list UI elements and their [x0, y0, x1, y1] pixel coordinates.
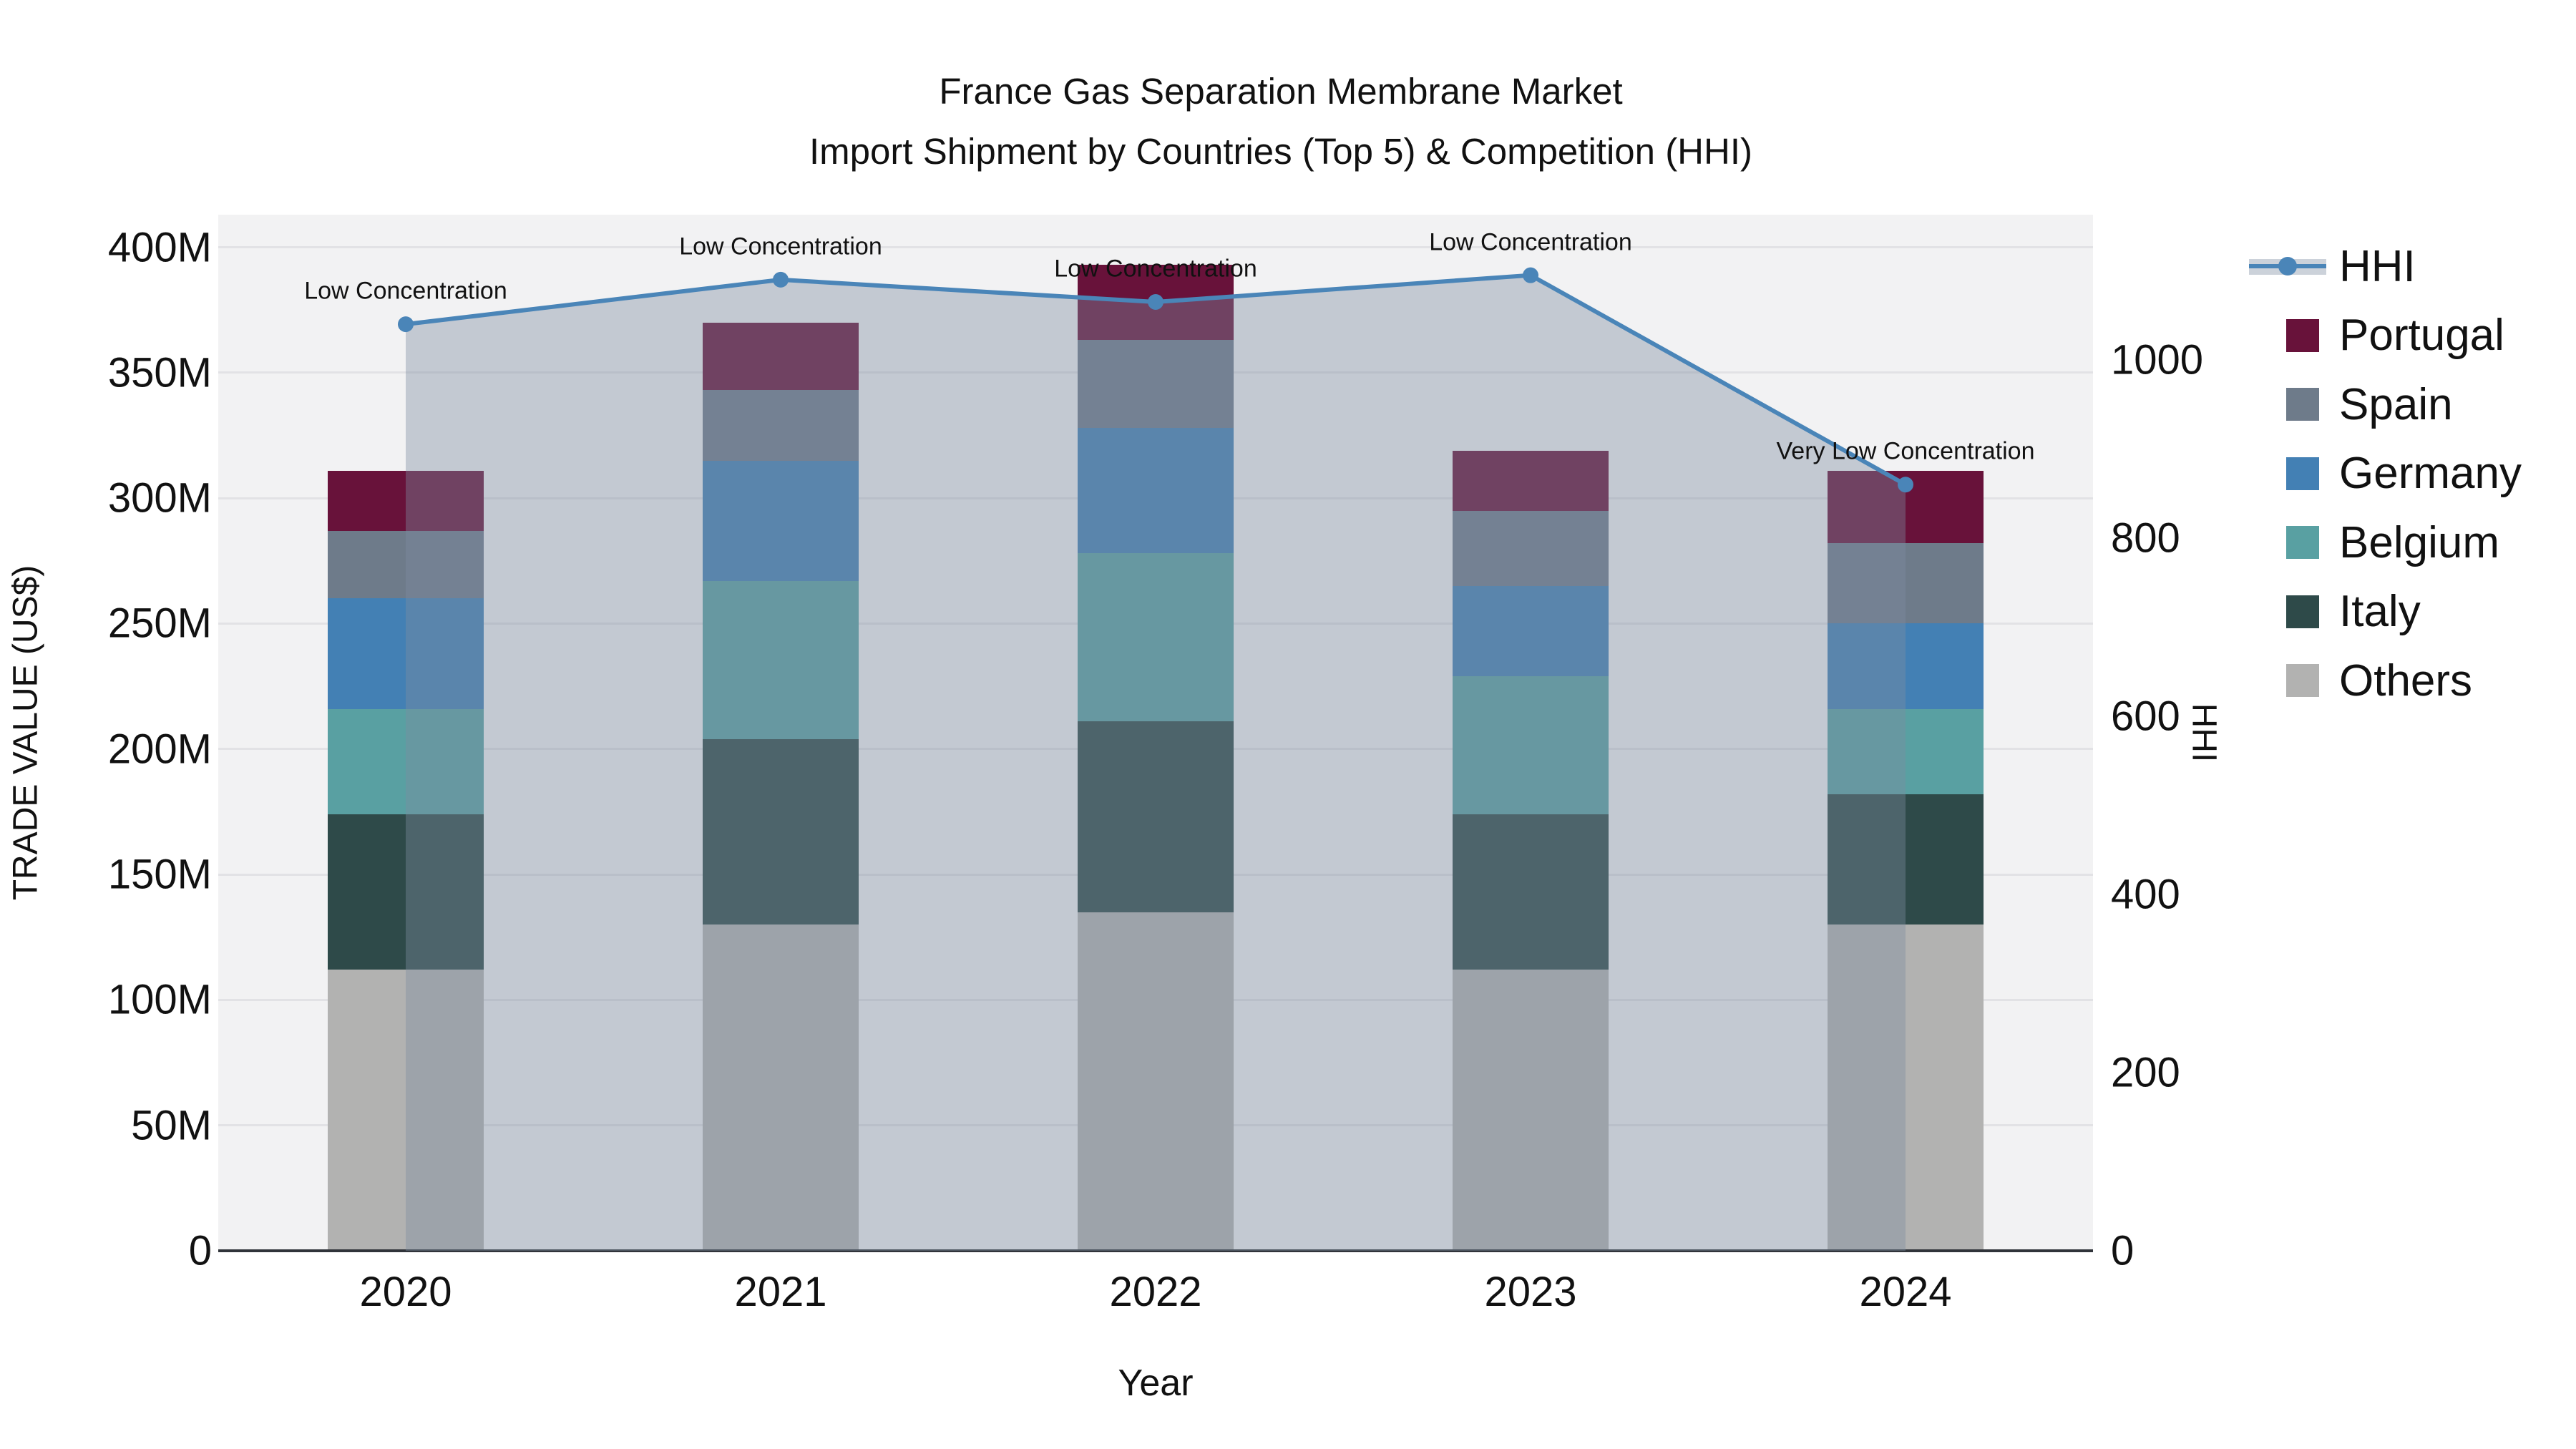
legend-swatch-portugal — [2286, 318, 2319, 352]
bar-segment-others-2023[interactable] — [1453, 970, 1609, 1251]
legend-label-portugal: Portugal — [2339, 311, 2504, 360]
bar-segment-belgium-2021[interactable] — [703, 580, 859, 739]
legend-label-hhi: HHI — [2339, 241, 2416, 291]
bar-segment-others-2024[interactable] — [1828, 924, 1984, 1251]
x-axis-tick-label: 2023 — [1484, 1269, 1577, 1315]
legend-label-germany: Germany — [2339, 449, 2522, 498]
y-axis-tick-label: 50M — [131, 1102, 212, 1149]
bar-segment-italy-2022[interactable] — [1078, 721, 1234, 912]
bar-segment-belgium-2022[interactable] — [1078, 553, 1234, 722]
y-axis-tick-label: 250M — [107, 600, 212, 647]
legend-item-italy[interactable]: Italy — [2286, 577, 2421, 646]
legend-label-italy: Italy — [2339, 587, 2421, 636]
y-axis-tick-label: 350M — [107, 349, 212, 396]
y2-axis-tick-label: 200 — [2111, 1049, 2180, 1096]
y2-axis-tick-label: 1000 — [2111, 336, 2204, 384]
hhi-marker-swatch — [2278, 257, 2297, 275]
bar-segment-italy-2023[interactable] — [1453, 814, 1609, 970]
legend-item-spain[interactable]: Spain — [2286, 370, 2453, 439]
bar-segment-belgium-2023[interactable] — [1453, 676, 1609, 814]
x-axis-line — [218, 1249, 2093, 1252]
bar-segment-belgium-2020[interactable] — [328, 708, 484, 814]
x-axis-tick-label: 2020 — [359, 1269, 452, 1315]
y2-axis-tick-label: 0 — [2111, 1227, 2135, 1274]
legend-label-belgium: Belgium — [2339, 517, 2499, 567]
bar-segment-spain-2023[interactable] — [1453, 510, 1609, 586]
bar-segment-belgium-2024[interactable] — [1828, 708, 1984, 794]
bar-segment-italy-2020[interactable] — [328, 814, 484, 970]
annotation-2024: Very Low Concentration — [1776, 437, 2035, 465]
bar-segment-germany-2023[interactable] — [1453, 585, 1609, 677]
y-axis-tick-label: 400M — [107, 224, 212, 271]
y-axis-tick-label: 100M — [107, 976, 212, 1023]
bar-segment-spain-2022[interactable] — [1078, 340, 1234, 428]
hhi-marker-2020[interactable] — [398, 316, 414, 333]
legend-label-spain: Spain — [2339, 379, 2453, 429]
x-axis-title: Year — [1118, 1362, 1194, 1404]
chart-title: France Gas Separation Membrane Market Im… — [809, 62, 1752, 182]
legend-swatch-germany — [2286, 457, 2319, 490]
bar-segment-italy-2021[interactable] — [703, 738, 859, 925]
bar-segment-portugal-2021[interactable] — [703, 322, 859, 391]
legend-label-others: Others — [2339, 655, 2473, 706]
bar-segment-germany-2021[interactable] — [703, 460, 859, 581]
y2-axis-tick-label: 800 — [2111, 514, 2180, 562]
right-axis-title: HHI — [2185, 703, 2223, 763]
x-axis-tick-label: 2024 — [1859, 1269, 1952, 1315]
legend-swatch-spain — [2286, 388, 2319, 421]
x-axis-tick-label: 2021 — [734, 1269, 827, 1315]
legend-item-others[interactable]: Others — [2286, 646, 2472, 715]
bar-segment-germany-2022[interactable] — [1078, 428, 1234, 554]
chart-title-line2: Import Shipment by Countries (Top 5) & C… — [809, 131, 1752, 172]
annotation-2023: Low Concentration — [1429, 228, 1632, 256]
legend-item-germany[interactable]: Germany — [2286, 439, 2522, 508]
legend-swatch-belgium — [2286, 526, 2319, 559]
bar-segment-portugal-2020[interactable] — [328, 470, 484, 531]
annotation-2020: Low Concentration — [304, 277, 507, 305]
annotation-2022: Low Concentration — [1054, 255, 1257, 283]
legend-swatch-italy — [2286, 595, 2319, 628]
bar-segment-others-2021[interactable] — [703, 924, 859, 1251]
legend-item-hhi[interactable]: HHI — [2249, 232, 2416, 301]
legend-item-portugal[interactable]: Portugal — [2286, 301, 2504, 370]
y-axis-tick-label: 0 — [188, 1227, 212, 1274]
legend-item-belgium[interactable]: Belgium — [2286, 508, 2499, 577]
y2-axis-tick-label: 400 — [2111, 871, 2180, 918]
chart-title-line1: France Gas Separation Membrane Market — [939, 71, 1623, 112]
hhi-marker-2022[interactable] — [1148, 294, 1163, 311]
bar-segment-spain-2021[interactable] — [703, 390, 859, 461]
bar-segment-germany-2024[interactable] — [1828, 623, 1984, 709]
y2-axis-tick-label: 600 — [2111, 693, 2180, 740]
gridline — [218, 246, 2093, 249]
left-axis-title: TRADE VALUE (US$) — [6, 565, 45, 901]
y-axis-tick-label: 200M — [107, 726, 212, 773]
bar-segment-spain-2024[interactable] — [1828, 543, 1984, 624]
y-axis-tick-label: 300M — [107, 474, 212, 522]
bar-segment-spain-2020[interactable] — [328, 530, 484, 599]
bar-segment-germany-2020[interactable] — [328, 598, 484, 709]
hhi-marker-2023[interactable] — [1523, 267, 1538, 283]
hhi-legend-swatch-icon — [2249, 250, 2326, 283]
hhi-marker-2024[interactable] — [1898, 477, 1913, 493]
bar-segment-others-2020[interactable] — [328, 970, 484, 1251]
bar-segment-portugal-2023[interactable] — [1453, 450, 1609, 511]
bar-segment-italy-2024[interactable] — [1828, 794, 1984, 925]
x-axis-tick-label: 2022 — [1109, 1269, 1202, 1315]
y-axis-tick-label: 150M — [107, 851, 212, 898]
hhi-marker-2021[interactable] — [773, 271, 789, 288]
legend-swatch-others — [2286, 664, 2319, 697]
annotation-2021: Low Concentration — [679, 233, 882, 260]
bar-segment-others-2022[interactable] — [1078, 912, 1234, 1251]
